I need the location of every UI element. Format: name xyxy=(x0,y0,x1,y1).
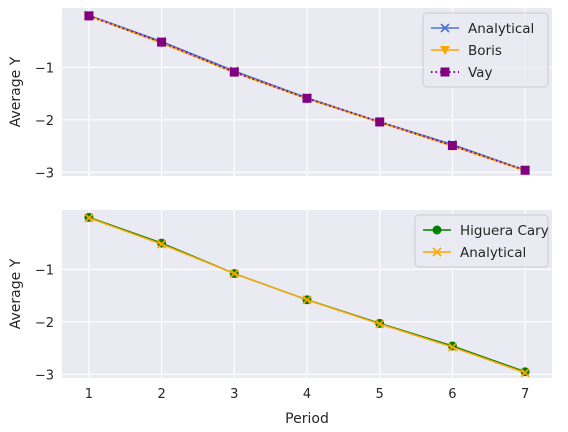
data-point xyxy=(447,342,457,352)
data-point xyxy=(520,368,530,378)
x-tick-label: 7 xyxy=(521,387,529,402)
legend-label: Higuera Cary xyxy=(460,223,549,239)
y-tick-label: −2 xyxy=(35,316,54,331)
x-tick-label: 3 xyxy=(230,387,238,402)
legend-marker xyxy=(432,247,442,257)
y-axis-label: Average Y xyxy=(8,56,24,127)
x-tick-label: 6 xyxy=(448,387,456,402)
legend-marker xyxy=(432,225,442,235)
legend-label: Vay xyxy=(468,65,492,81)
data-point xyxy=(302,295,312,305)
legend-marker xyxy=(440,23,450,33)
y-axis-label: Average Y xyxy=(8,258,24,329)
data-point xyxy=(375,117,385,127)
subplot-2: −1 −2 −3 1 2 3 4 5 6 7 Average Y Period Higuera Cary… xyxy=(8,210,552,427)
legend-marker xyxy=(440,67,450,77)
legend: Higuera Cary Analytical xyxy=(414,214,549,268)
legend-label: Boris xyxy=(468,43,502,59)
legend: Analytical Boris Vay xyxy=(422,12,549,88)
y-tick-label: −1 xyxy=(35,61,54,76)
x-tick-label: 5 xyxy=(376,387,384,402)
data-point xyxy=(229,67,239,77)
x-tick-label: 1 xyxy=(85,387,93,402)
legend-frame xyxy=(422,12,549,88)
data-point xyxy=(157,37,167,47)
series-analytical xyxy=(84,213,530,378)
x-tick-label: 4 xyxy=(303,387,311,402)
subplot-1: −1 −2 −3 Average Y Analytical Boris Vay xyxy=(8,8,552,181)
y-tick-label: −3 xyxy=(35,368,54,383)
x-axis-label: Period xyxy=(285,411,329,427)
legend-frame xyxy=(414,214,549,268)
data-point xyxy=(302,93,312,103)
series-vay xyxy=(84,11,530,175)
data-point xyxy=(375,319,385,329)
data-point xyxy=(84,11,94,21)
legend-label: Analytical xyxy=(460,245,526,261)
y-tick-label: −2 xyxy=(35,114,54,129)
data-point xyxy=(520,165,530,175)
data-point xyxy=(157,239,167,249)
legend-marker xyxy=(440,46,450,55)
legend-label: Analytical xyxy=(468,21,534,37)
x-tick-label: 2 xyxy=(157,387,165,402)
data-point xyxy=(447,141,457,151)
data-point xyxy=(229,268,239,279)
data-point xyxy=(84,213,94,223)
y-tick-label: −1 xyxy=(35,263,54,278)
y-tick-label: −3 xyxy=(35,166,54,181)
